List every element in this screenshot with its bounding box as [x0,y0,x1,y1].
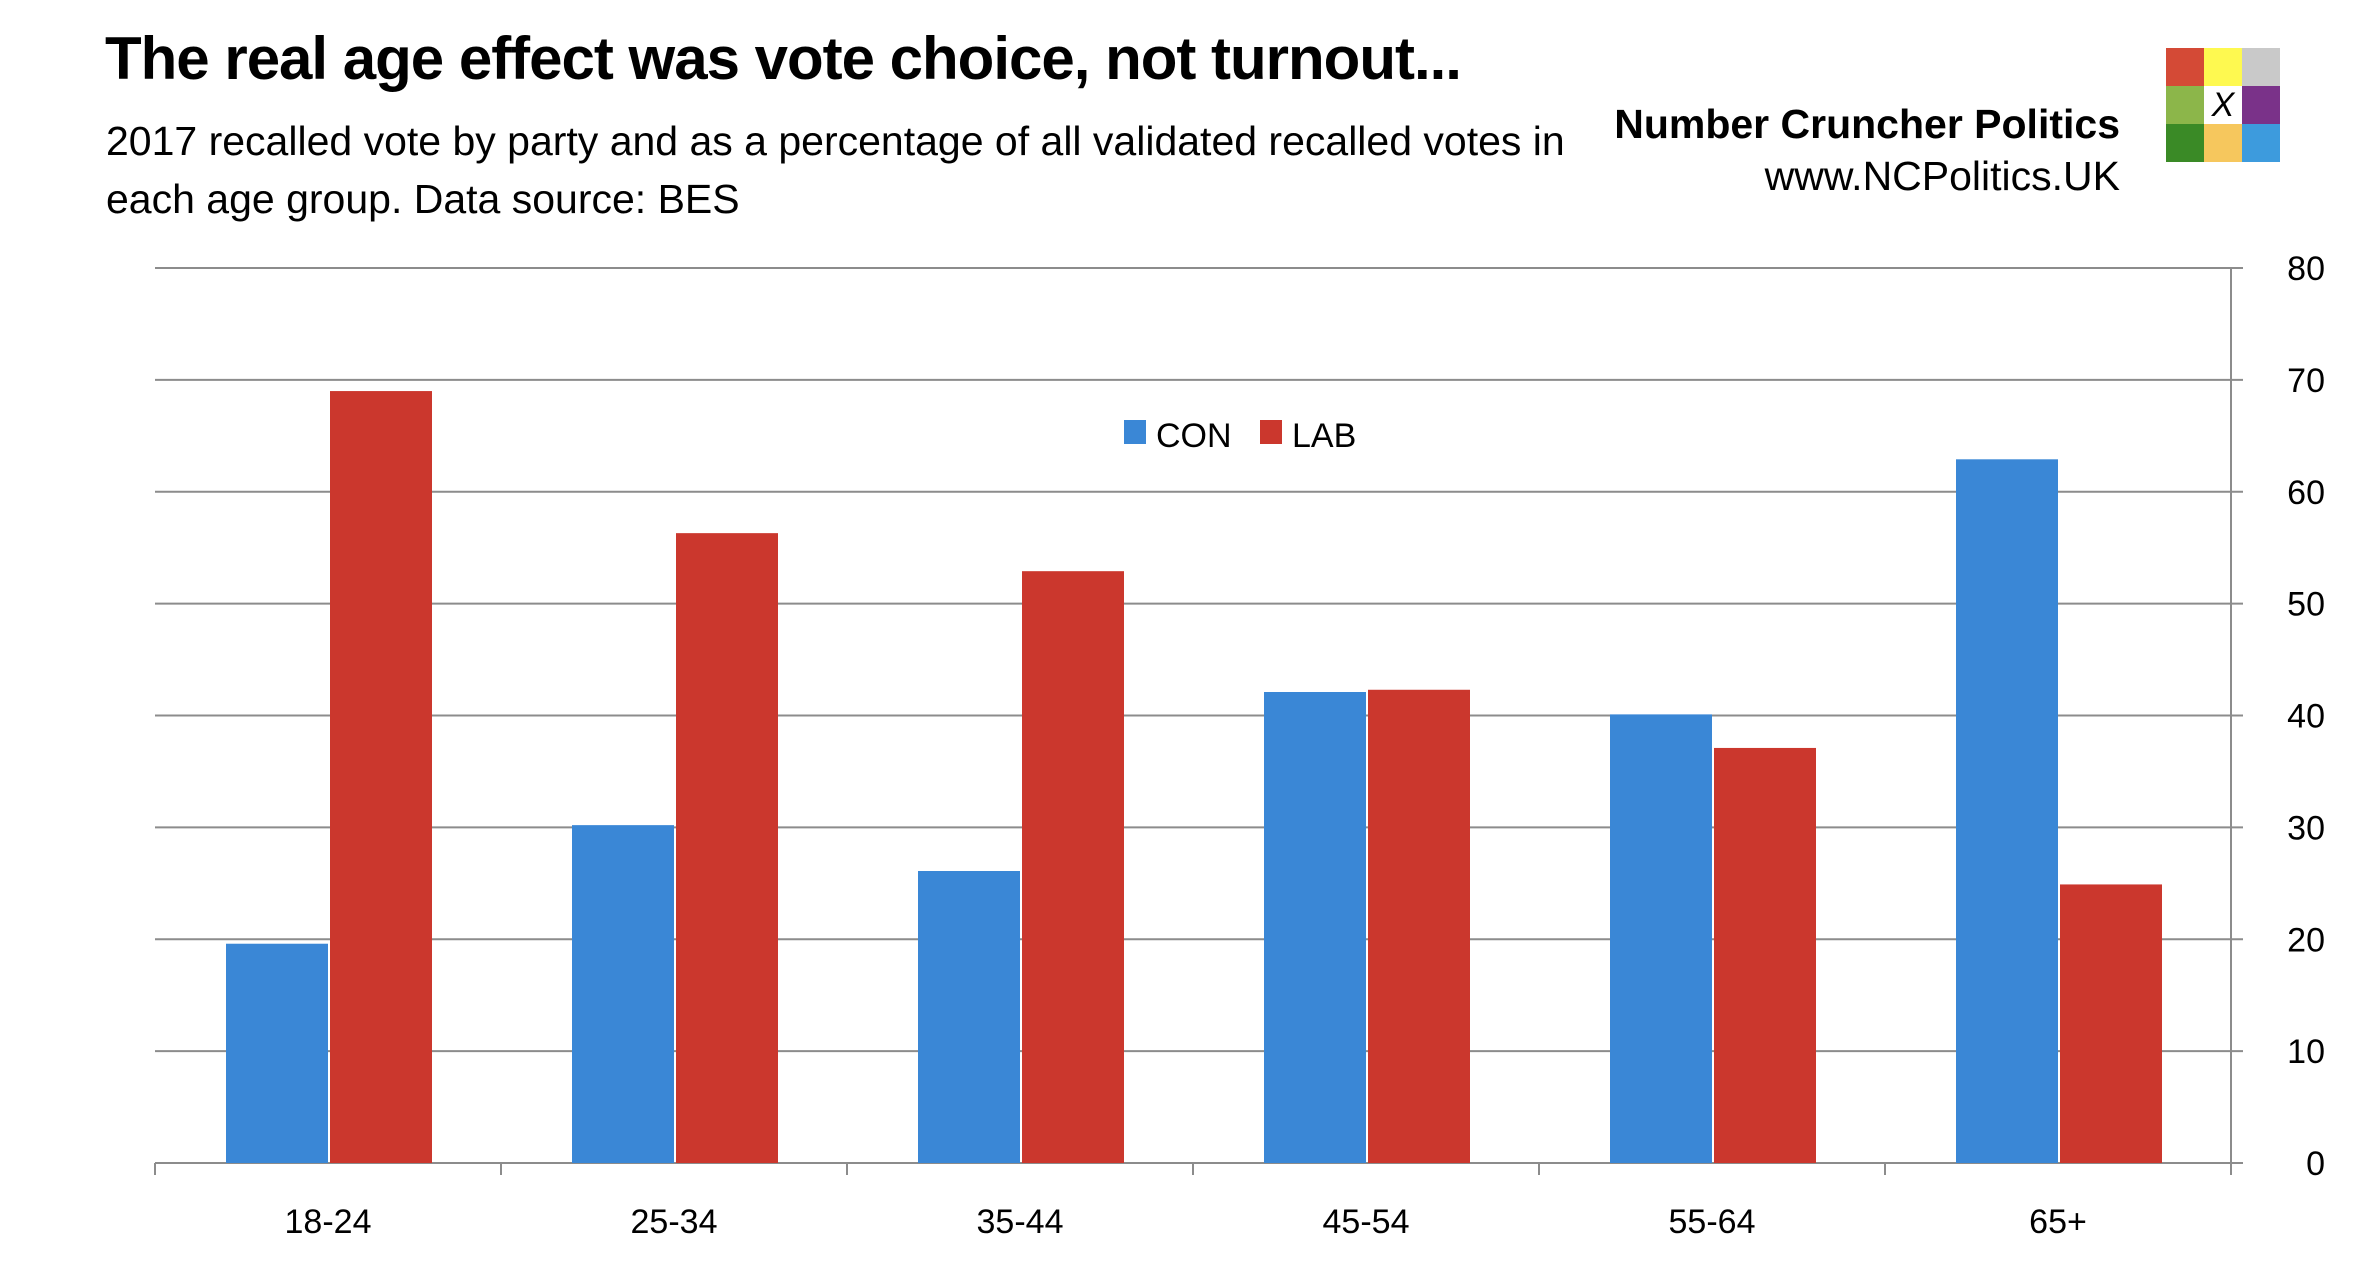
bar-con-65+ [1956,459,2058,1163]
y-tick-label: 50 [2287,586,2325,624]
x-tick-label: 65+ [2029,1203,2087,1241]
bar-con-35-44 [918,871,1020,1163]
x-tick-label: 45-54 [1323,1203,1410,1241]
bar-con-55-64 [1610,714,1712,1163]
brand-name: Number Cruncher Politics [1614,101,2120,147]
legend-label-lab: LAB [1292,417,1356,455]
logo-square [2166,86,2204,124]
bar-lab-25-34 [676,533,778,1163]
bar-lab-35-44 [1022,571,1124,1163]
logo-square [2204,124,2242,162]
bar-con-18-24 [226,943,328,1163]
bar-con-45-54 [1264,692,1366,1163]
logo-square [2204,48,2242,86]
bar-lab-18-24 [330,391,432,1163]
x-tick-label: 18-24 [285,1203,372,1241]
chart-subtitle: 2017 recalled vote by party and as a per… [106,118,1565,222]
y-tick-label: 0 [2306,1145,2325,1183]
chart-title: The real age effect was vote choice, not… [105,25,1462,92]
bar-lab-55-64 [1714,747,1816,1163]
brand-url: www.NCPolitics.UK [1764,153,2120,199]
logo-x-mark: X [2204,86,2242,124]
logo-square [2242,124,2280,162]
legend-label-con: CON [1156,417,1232,455]
x-tick-label: 35-44 [977,1203,1064,1241]
y-tick-label: 10 [2287,1033,2325,1071]
bar-lab-45-54 [1368,689,1470,1163]
y-tick-label: 20 [2287,921,2325,959]
bar-con-25-34 [572,825,674,1163]
x-tick-label: 25-34 [631,1203,718,1241]
legend-swatch-con [1124,420,1146,444]
logo-square [2166,48,2204,86]
logo-square [2242,48,2280,86]
y-tick-label: 30 [2287,809,2325,847]
logo-square [2166,124,2204,162]
x-tick-label: 55-64 [1669,1203,1756,1241]
y-tick-label: 70 [2287,362,2325,400]
legend-swatch-lab [1260,420,1282,444]
ncp-logo: X [2166,48,2280,162]
logo-square [2242,86,2280,124]
bar-lab-65+ [2060,884,2162,1163]
y-tick-label: 80 [2287,250,2325,288]
y-tick-label: 60 [2287,474,2325,512]
y-tick-label: 40 [2287,698,2325,736]
